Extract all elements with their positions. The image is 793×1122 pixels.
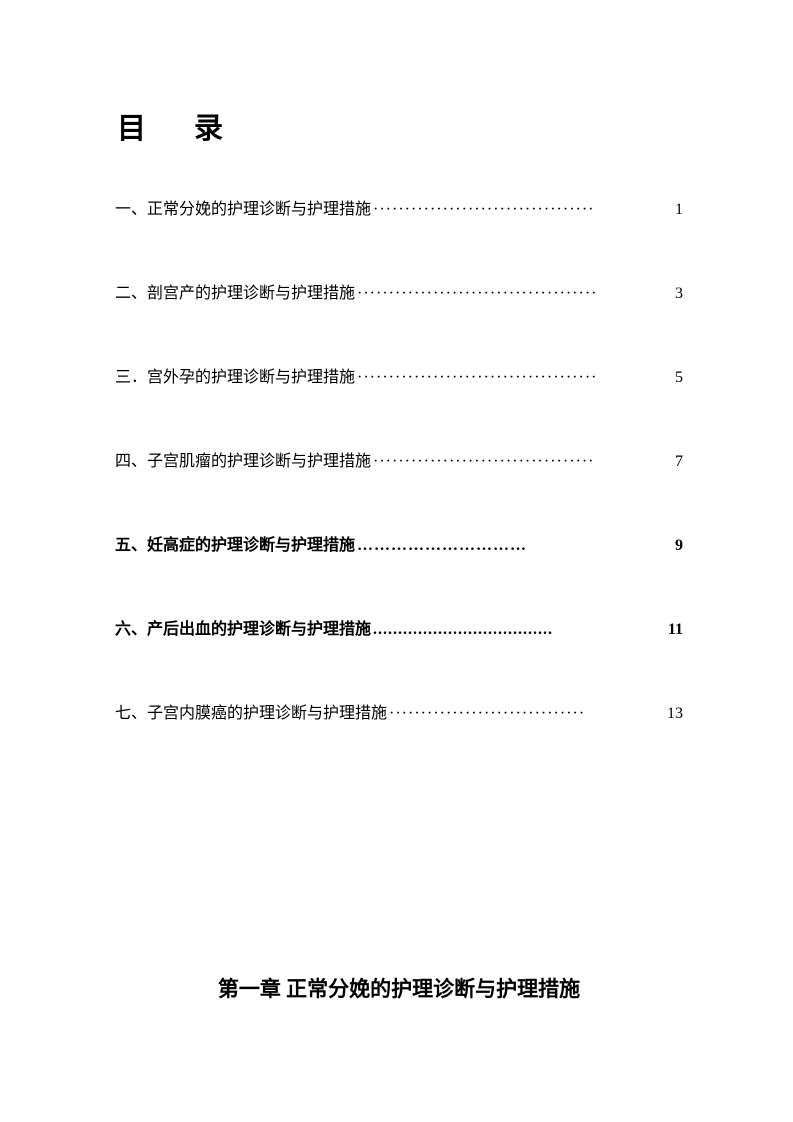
page-container: 目录 一、正常分娩的护理诊断与护理措施·····················… [0, 0, 793, 1003]
toc-entry-label: 六、产后出血的护理诊断与护理措施 [115, 615, 371, 639]
toc-entry-page: 7 [675, 453, 683, 471]
toc-entry-leader: ………………………… [355, 537, 675, 555]
toc-entry-page: 1 [675, 201, 683, 219]
toc-entry-label: 三．宫外孕的护理诊断与护理措施 [115, 363, 355, 387]
toc-entry-leader: ······························· [387, 705, 667, 723]
toc-entry: 三．宫外孕的护理诊断与护理措施·························… [115, 363, 683, 387]
toc-entry-leader: ··································· [371, 201, 675, 219]
toc-list: 一、正常分娩的护理诊断与护理措施························… [115, 195, 683, 723]
toc-entry-label: 四、子宫肌瘤的护理诊断与护理措施 [115, 447, 371, 471]
toc-entry-label: 一、正常分娩的护理诊断与护理措施 [115, 195, 371, 219]
toc-entry-page: 9 [675, 537, 683, 555]
toc-entry: 四、子宫肌瘤的护理诊断与护理措施························… [115, 447, 683, 471]
toc-entry: 五、妊高症的护理诊断与护理措施…………………………9 [115, 531, 683, 555]
toc-entry: 一、正常分娩的护理诊断与护理措施························… [115, 195, 683, 219]
toc-entry-page: 11 [668, 621, 683, 639]
toc-entry-label: 二、剖宫产的护理诊断与护理措施 [115, 279, 355, 303]
toc-entry-label: 五、妊高症的护理诊断与护理措施 [115, 531, 355, 555]
toc-entry-leader: ······································ [355, 369, 675, 387]
toc-entry-leader: .................................... [371, 621, 668, 639]
toc-title: 目录 [115, 105, 683, 147]
toc-entry: 七、子宫内膜癌的护理诊断与护理措施·······················… [115, 699, 683, 723]
toc-entry-leader: ··································· [371, 453, 675, 471]
toc-entry-label: 七、子宫内膜癌的护理诊断与护理措施 [115, 699, 387, 723]
toc-entry: 二、剖宫产的护理诊断与护理措施·························… [115, 279, 683, 303]
toc-entry-page: 3 [675, 285, 683, 303]
chapter-heading: 第一章 正常分娩的护理诊断与护理措施 [115, 973, 683, 1003]
toc-entry-page: 13 [667, 705, 683, 723]
toc-entry: 六、产后出血的护理诊断与护理措施........................… [115, 615, 683, 639]
toc-entry-page: 5 [675, 369, 683, 387]
toc-entry-leader: ······································ [355, 285, 675, 303]
